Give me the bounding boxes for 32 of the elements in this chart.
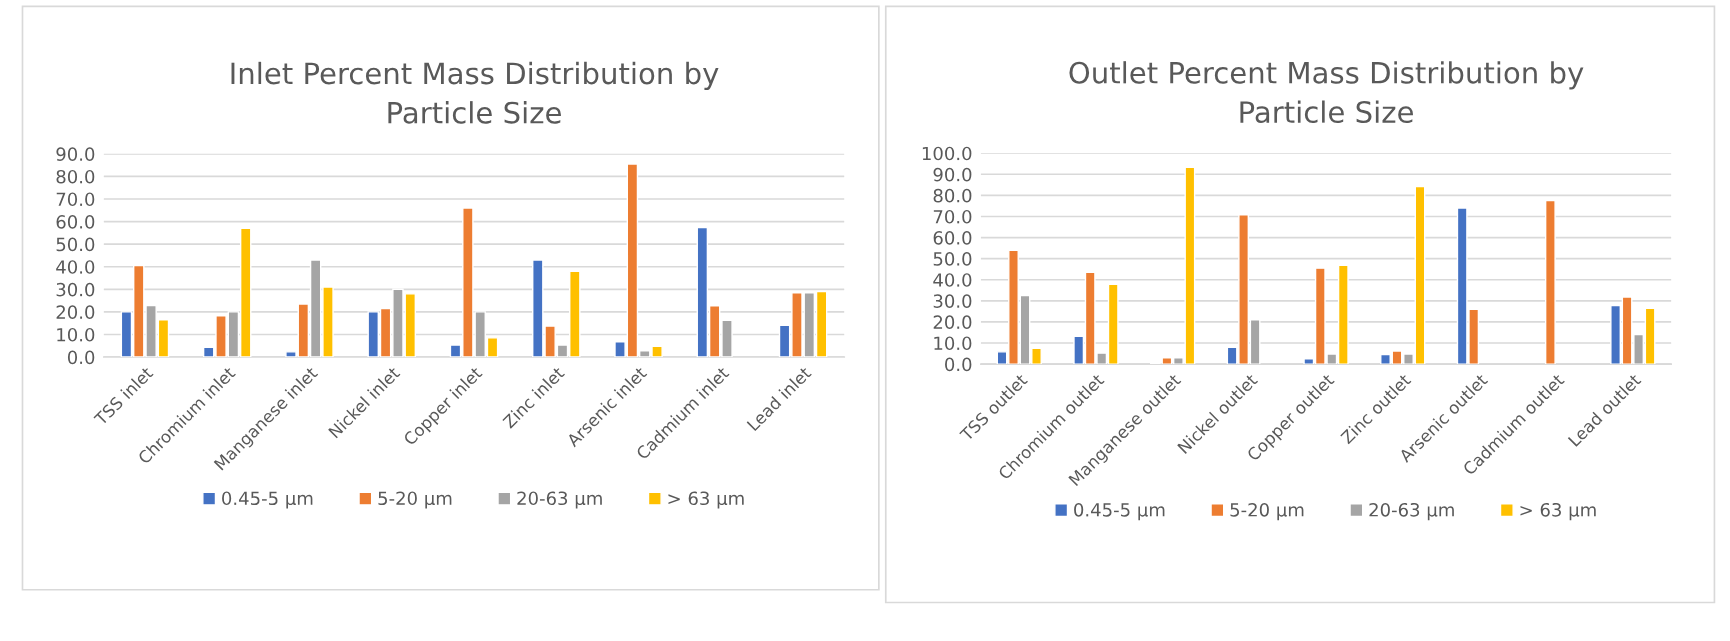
y-tick-label: 90.0 bbox=[56, 147, 95, 161]
legend-label: 0.45-5 µm bbox=[1074, 502, 1165, 521]
y-tick-label: 80.0 bbox=[56, 169, 95, 184]
y-tick-label: 70.0 bbox=[933, 209, 972, 224]
y-tick-label: 60.0 bbox=[56, 215, 95, 229]
chart-title: Inlet Percent Mass Distribution by Particle Size bbox=[231, 61, 719, 124]
y-tick-label: 50.0 bbox=[56, 237, 95, 252]
y-tick-label: 20.0 bbox=[56, 305, 95, 319]
y-tick-label: 0.0 bbox=[945, 357, 972, 372]
chart-title: Outlet Percent Mass Distribution by Particle Size bbox=[1069, 61, 1584, 124]
legend-label: 5-20 µm bbox=[378, 491, 452, 509]
y-tick-label: 20.0 bbox=[933, 315, 972, 330]
y-tick-label: 70.0 bbox=[56, 192, 95, 207]
y-tick-label: 100.0 bbox=[922, 146, 972, 161]
y-tick-label: 10.0 bbox=[934, 336, 972, 351]
legend-label: 20-63 µm bbox=[517, 491, 602, 509]
legend-label: > 63 µm bbox=[1520, 502, 1596, 521]
legend-label: 0.45-5 µm bbox=[222, 491, 313, 509]
y-tick-label: 60.0 bbox=[933, 231, 972, 245]
y-tick-label: 80.0 bbox=[933, 188, 972, 203]
legend-label: 5-20 µm bbox=[1230, 502, 1304, 521]
y-tick-label: 40.0 bbox=[56, 260, 95, 274]
y-tick-label: 90.0 bbox=[933, 167, 972, 182]
y-tick-label: 30.0 bbox=[56, 282, 95, 297]
y-tick-label: 40.0 bbox=[933, 273, 972, 287]
y-tick-label: 30.0 bbox=[933, 294, 972, 308]
bar bbox=[1544, 199, 1556, 365]
legend-label: > 63 µm bbox=[668, 491, 744, 509]
legend-label: 20-63 µm bbox=[1369, 502, 1454, 521]
y-tick-label: 0.0 bbox=[67, 350, 95, 365]
y-tick-label: 50.0 bbox=[933, 252, 972, 266]
y-tick-label: 10.0 bbox=[57, 327, 95, 342]
